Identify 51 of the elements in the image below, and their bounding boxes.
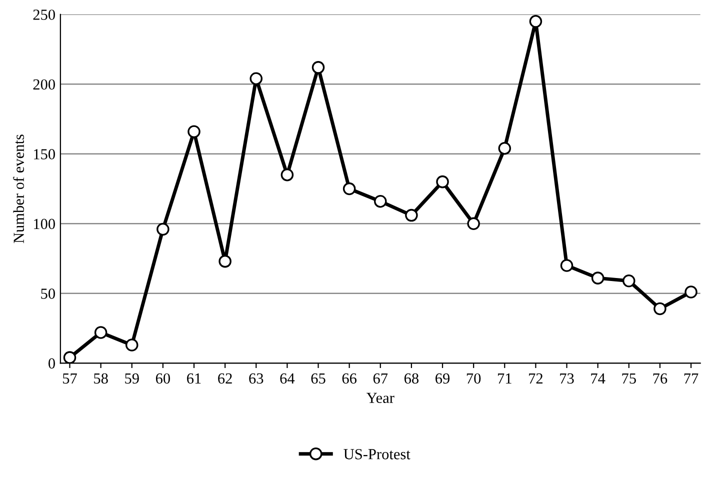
point bbox=[560, 259, 574, 272]
x-tick-label: 62 bbox=[218, 373, 232, 384]
point bbox=[312, 61, 325, 74]
point bbox=[684, 286, 698, 298]
point bbox=[405, 208, 418, 222]
x-tick-label: 64 bbox=[280, 373, 295, 384]
y-tick-label: 50 bbox=[41, 288, 55, 299]
point bbox=[218, 254, 232, 268]
point bbox=[63, 351, 76, 364]
y-tick-label: 250 bbox=[33, 10, 55, 20]
y-tick-label: 150 bbox=[34, 149, 55, 160]
x-tick-label: 68 bbox=[404, 373, 419, 384]
point bbox=[467, 217, 480, 230]
x-tick-label: 72 bbox=[529, 373, 542, 384]
point bbox=[188, 125, 200, 138]
point bbox=[529, 15, 542, 28]
point bbox=[250, 72, 263, 85]
x-tick-label: 76 bbox=[653, 373, 668, 384]
point bbox=[591, 272, 604, 284]
x-tick-label: 75 bbox=[622, 373, 636, 384]
point bbox=[156, 222, 170, 236]
point bbox=[280, 168, 294, 182]
x-tick-label: 73 bbox=[560, 373, 574, 384]
point bbox=[125, 338, 138, 352]
x-tick-label: 60 bbox=[156, 373, 170, 384]
point bbox=[498, 142, 512, 155]
point bbox=[654, 302, 666, 316]
x-tick-label: 77 bbox=[684, 373, 698, 384]
x-tick-label: 58 bbox=[94, 373, 108, 384]
x-tick-label: 66 bbox=[342, 373, 357, 384]
point bbox=[94, 326, 108, 339]
x-tick-label: 57 bbox=[63, 373, 77, 384]
x-tick-label: 61 bbox=[187, 373, 201, 384]
x-tick-label: 65 bbox=[311, 373, 326, 384]
point bbox=[342, 182, 356, 196]
x-tick-label: 63 bbox=[249, 373, 264, 384]
x-tick-label: 74 bbox=[591, 373, 606, 384]
y-tick-label: 200 bbox=[33, 79, 55, 90]
x-tick-label: 71 bbox=[498, 373, 512, 384]
y-tick-label: 0 bbox=[48, 358, 55, 369]
y-tick-label: 100 bbox=[34, 218, 55, 230]
x-tick-label: 70 bbox=[466, 373, 481, 384]
point bbox=[622, 274, 636, 288]
x-axis-title: Year bbox=[366, 392, 394, 404]
point bbox=[374, 194, 387, 208]
y-axis-title: Number of events bbox=[13, 134, 24, 244]
x-tick-label: 69 bbox=[436, 373, 450, 384]
point bbox=[436, 175, 449, 188]
x-tick-label: 59 bbox=[125, 373, 139, 384]
x-tick-label: 67 bbox=[373, 373, 388, 384]
legend-label: US-Protest bbox=[344, 449, 410, 460]
